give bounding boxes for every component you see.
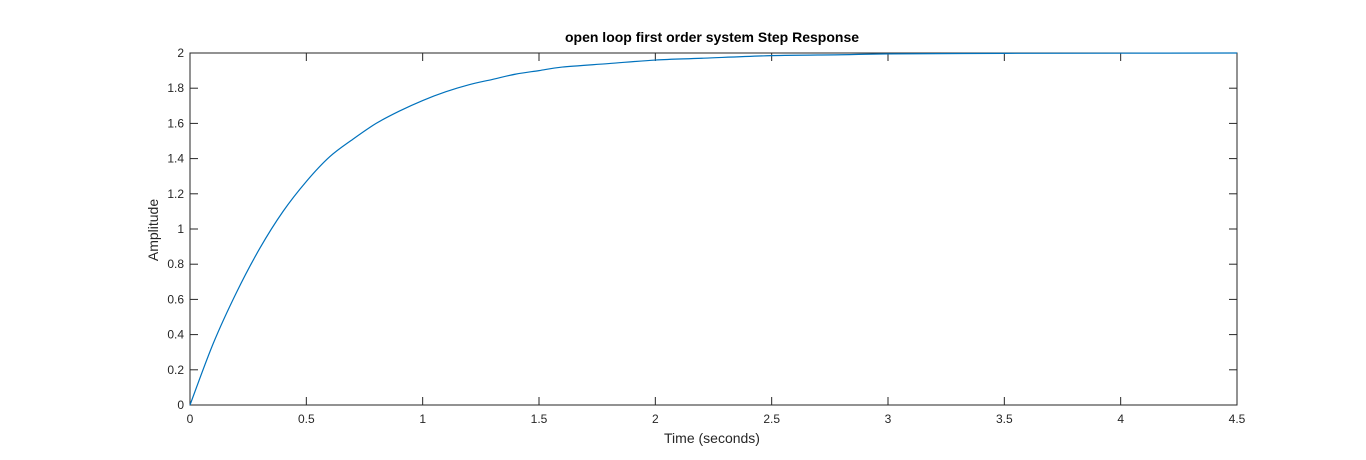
x-axis-label: Time (seconds) bbox=[664, 430, 760, 446]
y-tick-label: 1.8 bbox=[167, 81, 184, 95]
y-tick-label: 0 bbox=[177, 398, 184, 412]
x-tick-label: 2 bbox=[652, 412, 659, 426]
y-tick-label: 1 bbox=[177, 222, 184, 236]
y-tick-label: 0.6 bbox=[167, 292, 184, 306]
x-tick-label: 4.5 bbox=[1229, 412, 1246, 426]
axes: 0 0.5 1 1.5 2 2.5 3 3.5 4 4.5 0 0.2 0.4 0.6 0.8 1 1.2 1.4… bbox=[167, 46, 1245, 426]
x-tick-label: 1.5 bbox=[531, 412, 548, 426]
x-tick-label: 0.5 bbox=[298, 412, 315, 426]
y-tick-label: 0.4 bbox=[167, 328, 184, 342]
x-tick-label: 1 bbox=[419, 412, 426, 426]
series-layer bbox=[189, 52, 1238, 406]
x-tick-label: 0 bbox=[187, 412, 194, 426]
x-tick-label: 3.5 bbox=[996, 412, 1013, 426]
chart-title: open loop first order system Step Respon… bbox=[565, 29, 859, 45]
y-tick-label: 0.2 bbox=[167, 363, 184, 377]
x-tick-label: 3 bbox=[885, 412, 892, 426]
series-line bbox=[189, 52, 1238, 406]
x-tick-label: 4 bbox=[1117, 412, 1124, 426]
y-tick-label: 1.4 bbox=[167, 152, 184, 166]
y-tick-label: 1.6 bbox=[167, 116, 184, 130]
y-axis-label: Amplitude bbox=[145, 199, 161, 261]
y-tick-label: 0.8 bbox=[167, 257, 184, 271]
plot-area bbox=[189, 52, 1238, 406]
y-tick-label: 2 bbox=[177, 46, 184, 60]
y-tick-label: 1.2 bbox=[167, 187, 184, 201]
x-tick-label: 2.5 bbox=[763, 412, 780, 426]
